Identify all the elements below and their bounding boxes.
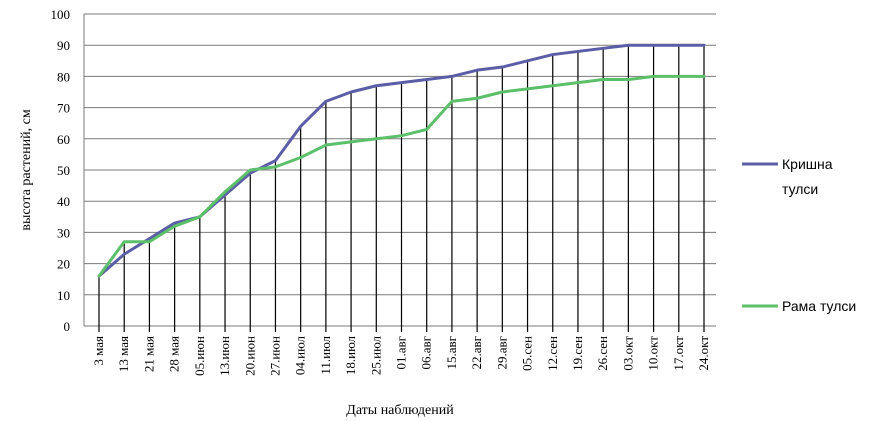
x-axis-ticks: 3 мая 13 мая 21 мая 28 мая 05.июн 13.июн 20.ию… [91,335,711,375]
y-axis-title: высота растений, см [19,109,34,230]
legend-label: Рама тулси [782,298,856,314]
x-tick-label: 05.сен [520,336,535,371]
x-tick-label: 04.июл [293,335,308,375]
series-lines [97,43,706,278]
y-tick-label: 20 [57,257,70,272]
y-tick-label: 50 [57,163,70,178]
x-tick-label: 15.авг [444,336,459,370]
x-tick-label: 28 мая [167,336,182,372]
y-tick-label: 30 [57,225,70,240]
x-tick-label: 27.июн [267,336,282,376]
y-tick-label: 10 [57,288,70,303]
legend: Кришна тулси Рама тулси [742,156,856,314]
x-tick-label: 11.июл [318,335,333,374]
x-tick-label: 18.июл [343,335,358,375]
x-tick-label: 19.сен [570,336,585,371]
vertical-drop-lines [98,45,705,332]
x-tick-label: 12.сен [545,336,560,371]
x-tick-label: 29.авг [494,336,509,370]
x-tick-label: 25.июл [368,335,383,375]
x-tick-label: 13 мая [116,336,131,372]
gridlines [83,13,716,327]
x-tick-label: 13.июн [217,336,232,376]
x-tick-label: 01.авг [394,336,409,370]
y-tick-label: 80 [57,69,70,84]
x-tick-label: 20.июн [242,336,257,376]
legend-label: тулси [782,181,818,197]
x-tick-label: 05.июн [192,336,207,376]
x-tick-label: 03.окт [620,336,635,371]
legend-label: Кришна [782,156,833,172]
y-tick-label: 90 [57,38,70,53]
x-tick-label: 21 мая [141,336,156,372]
x-tick-label: 10.окт [646,336,661,371]
x-tick-label: 3 мая [91,336,106,366]
y-tick-label: 0 [64,319,71,334]
x-tick-label: 17.окт [671,336,686,371]
x-tick-label: 24.окт [696,336,711,371]
y-tick-label: 60 [57,132,70,147]
y-tick-label: 100 [51,7,71,22]
x-tick-label: 26.сен [595,336,610,371]
x-tick-label: 22.авг [469,336,484,370]
series-line-1 [97,74,706,278]
x-tick-label: 06.авг [419,336,434,370]
y-axis-ticks: 0 10 20 30 40 50 60 70 80 90 100 [51,7,71,334]
x-axis-title: Даты наблюдений [346,403,454,418]
y-tick-label: 70 [57,101,70,116]
y-tick-label: 40 [57,194,70,209]
